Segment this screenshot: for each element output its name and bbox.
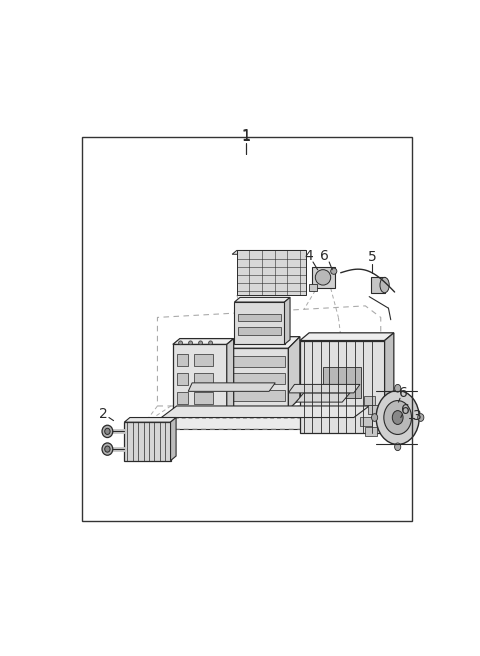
Polygon shape [296,393,350,402]
Ellipse shape [372,414,378,421]
Polygon shape [384,333,394,433]
Polygon shape [371,277,384,293]
Text: 5: 5 [368,251,377,264]
Polygon shape [300,333,394,340]
Polygon shape [227,338,234,414]
Ellipse shape [331,268,337,274]
Polygon shape [300,340,384,433]
Ellipse shape [376,390,419,445]
Polygon shape [364,396,375,405]
Polygon shape [309,283,317,291]
Ellipse shape [384,401,411,434]
Polygon shape [234,297,290,302]
Polygon shape [360,417,372,426]
Text: 1: 1 [241,129,251,144]
Text: 6: 6 [320,249,329,263]
Polygon shape [323,367,361,398]
Polygon shape [285,297,290,344]
Text: 3: 3 [413,409,421,423]
Ellipse shape [315,270,331,285]
Polygon shape [177,354,188,366]
Polygon shape [227,348,288,410]
Polygon shape [365,427,377,436]
Ellipse shape [102,425,113,438]
Polygon shape [230,356,285,367]
Ellipse shape [392,411,403,424]
Polygon shape [194,373,213,385]
Ellipse shape [418,414,424,421]
Polygon shape [230,390,285,401]
Polygon shape [237,251,306,295]
Polygon shape [194,354,213,366]
Polygon shape [173,344,227,414]
Ellipse shape [199,341,203,345]
Polygon shape [288,337,300,410]
Polygon shape [124,417,176,422]
Polygon shape [173,406,358,429]
Polygon shape [161,406,369,417]
Ellipse shape [395,443,401,451]
Polygon shape [232,251,306,255]
Ellipse shape [209,341,213,345]
Ellipse shape [105,446,110,452]
Ellipse shape [179,341,182,345]
Polygon shape [312,266,336,288]
Bar [82,137,412,521]
Ellipse shape [189,341,192,345]
Polygon shape [227,337,300,348]
Polygon shape [288,384,360,393]
Ellipse shape [380,277,389,293]
Polygon shape [124,422,170,461]
Polygon shape [170,417,176,461]
Polygon shape [238,327,281,335]
Polygon shape [173,338,234,344]
Polygon shape [368,405,379,415]
Text: 4: 4 [304,249,313,263]
Polygon shape [177,373,188,385]
Text: 6: 6 [401,403,410,417]
Ellipse shape [105,428,110,434]
Polygon shape [177,392,188,405]
Polygon shape [194,392,213,405]
Polygon shape [234,302,285,344]
Ellipse shape [102,443,113,455]
Text: 6: 6 [399,386,408,400]
Polygon shape [230,373,285,384]
Text: 2: 2 [99,407,108,421]
Polygon shape [188,383,275,392]
Polygon shape [238,314,281,321]
Text: 1: 1 [241,129,251,144]
Ellipse shape [395,384,401,392]
